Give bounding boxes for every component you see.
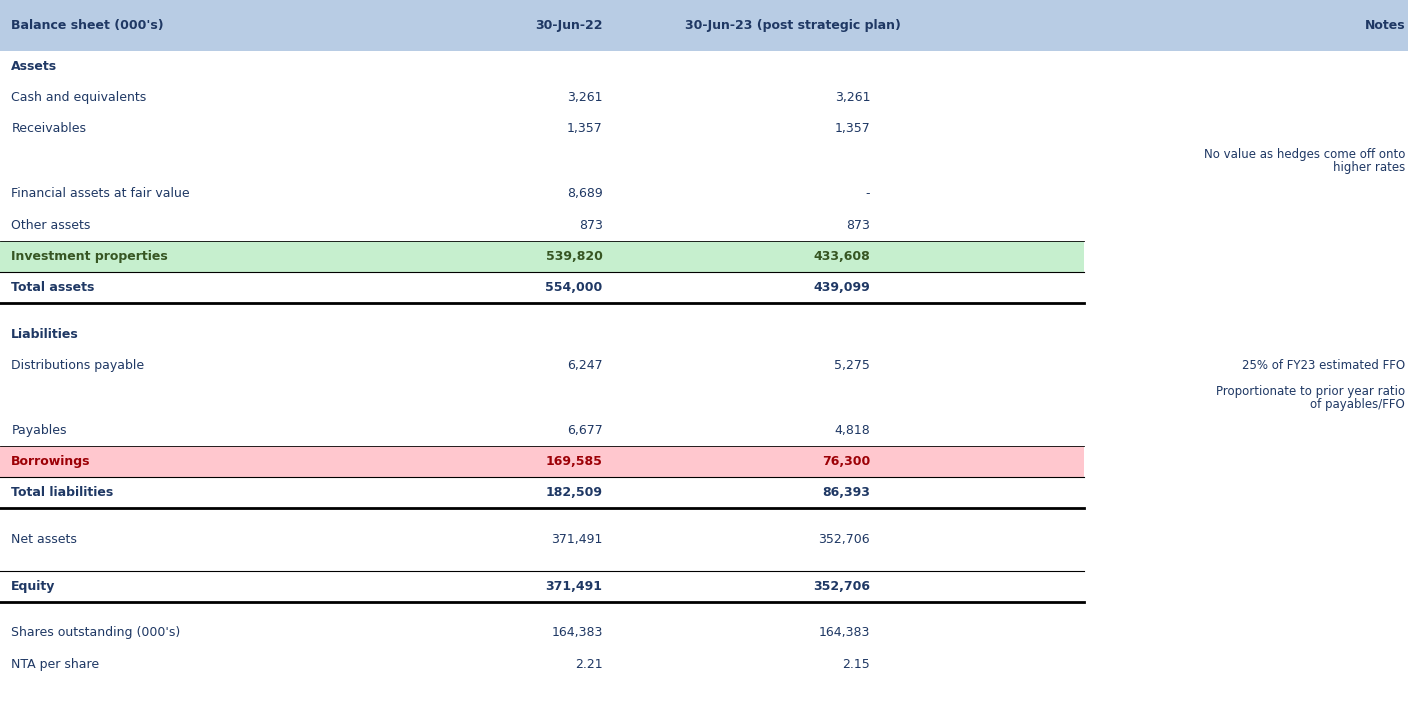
FancyBboxPatch shape: [0, 241, 1084, 272]
Text: 352,706: 352,706: [818, 533, 870, 546]
Text: 6,247: 6,247: [567, 359, 603, 372]
Text: Distributions payable: Distributions payable: [11, 359, 145, 372]
Text: NTA per share: NTA per share: [11, 658, 100, 670]
Text: Borrowings: Borrowings: [11, 455, 90, 468]
Text: 2.21: 2.21: [574, 658, 603, 670]
Text: 554,000: 554,000: [545, 281, 603, 294]
Text: 433,608: 433,608: [814, 250, 870, 263]
Text: Cash and equivalents: Cash and equivalents: [11, 91, 146, 104]
Text: Total assets: Total assets: [11, 281, 94, 294]
Text: 2.15: 2.15: [842, 658, 870, 670]
Text: Net assets: Net assets: [11, 533, 77, 546]
Text: higher rates: higher rates: [1333, 161, 1405, 174]
Text: 4,818: 4,818: [835, 424, 870, 437]
Text: Equity: Equity: [11, 580, 56, 593]
Text: 8,689: 8,689: [567, 188, 603, 200]
Text: 25% of FY23 estimated FFO: 25% of FY23 estimated FFO: [1242, 359, 1405, 372]
Text: Notes: Notes: [1364, 19, 1405, 32]
Text: Payables: Payables: [11, 424, 66, 437]
Text: 1,357: 1,357: [835, 122, 870, 135]
Text: 5,275: 5,275: [835, 359, 870, 372]
Text: 439,099: 439,099: [814, 281, 870, 294]
Text: Balance sheet (000's): Balance sheet (000's): [11, 19, 163, 32]
Text: 3,261: 3,261: [567, 91, 603, 104]
Text: of payables/FFO: of payables/FFO: [1311, 398, 1405, 411]
Text: 3,261: 3,261: [835, 91, 870, 104]
FancyBboxPatch shape: [0, 0, 1408, 51]
Text: 86,393: 86,393: [822, 486, 870, 499]
Text: 164,383: 164,383: [552, 627, 603, 639]
Text: 539,820: 539,820: [546, 250, 603, 263]
Text: 76,300: 76,300: [822, 455, 870, 468]
FancyBboxPatch shape: [0, 446, 1084, 477]
Text: 6,677: 6,677: [567, 424, 603, 437]
Text: No value as hedges come off onto: No value as hedges come off onto: [1204, 149, 1405, 161]
Text: 182,509: 182,509: [546, 486, 603, 499]
Text: Shares outstanding (000's): Shares outstanding (000's): [11, 627, 180, 639]
Text: Investment properties: Investment properties: [11, 250, 168, 263]
Text: 164,383: 164,383: [819, 627, 870, 639]
Text: Other assets: Other assets: [11, 219, 90, 232]
Text: 169,585: 169,585: [546, 455, 603, 468]
Text: 30-Jun-22: 30-Jun-22: [535, 19, 603, 32]
Text: Receivables: Receivables: [11, 122, 86, 135]
Text: Proportionate to prior year ratio: Proportionate to prior year ratio: [1217, 385, 1405, 398]
Text: -: -: [866, 188, 870, 200]
Text: Liabilities: Liabilities: [11, 328, 79, 341]
Text: 371,491: 371,491: [552, 533, 603, 546]
Text: 30-Jun-23 (post strategic plan): 30-Jun-23 (post strategic plan): [684, 19, 901, 32]
Text: 873: 873: [579, 219, 603, 232]
Text: 873: 873: [846, 219, 870, 232]
Text: 371,491: 371,491: [546, 580, 603, 593]
Text: Assets: Assets: [11, 60, 58, 73]
Text: 1,357: 1,357: [567, 122, 603, 135]
Text: Total liabilities: Total liabilities: [11, 486, 114, 499]
Text: Financial assets at fair value: Financial assets at fair value: [11, 188, 190, 200]
Text: 352,706: 352,706: [814, 580, 870, 593]
